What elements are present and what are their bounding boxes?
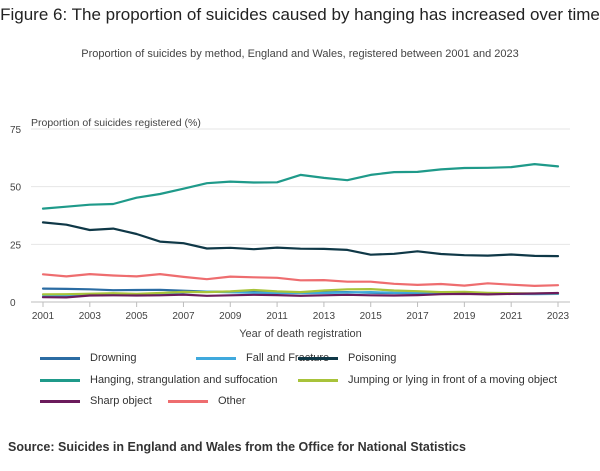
series-line-sharp-object <box>41 291 560 299</box>
y-tick-label: 75 <box>10 125 22 136</box>
legend-swatch <box>40 399 80 403</box>
legend-label: Poisoning <box>348 352 397 364</box>
legend-item: Hanging, strangulation and suffocation <box>40 373 278 387</box>
legend-swatch <box>298 356 338 360</box>
chart-title: Figure 6: The proportion of suicides cau… <box>0 5 600 24</box>
legend-label: Jumping or lying in front of a moving ob… <box>348 374 558 386</box>
legend-label: Hanging, strangulation and suffocation <box>90 374 278 386</box>
x-tick-label: 2023 <box>547 311 570 322</box>
y-axis-label: Proportion of suicides registered (%) <box>31 117 201 129</box>
legend-item: Fall and Fracture <box>196 351 329 365</box>
x-tick-label: 2009 <box>219 311 242 322</box>
legend-swatch <box>196 356 236 360</box>
series-line-jumping-or-lying-in-front-of-a-moving-object <box>41 288 560 296</box>
legend-label: Sharp object <box>90 395 152 407</box>
y-tick-label: 25 <box>10 240 22 251</box>
x-tick-label: 2001 <box>32 311 55 322</box>
x-tick-label: 2019 <box>453 311 476 322</box>
legend-label: Drowning <box>90 352 137 364</box>
legend-item: Sharp object <box>40 394 152 408</box>
x-tick-label: 2021 <box>500 311 523 322</box>
x-tick-label: 2007 <box>172 311 195 322</box>
x-tick-label: 2013 <box>313 311 336 322</box>
x-tick-label: 2011 <box>266 311 288 322</box>
legend-swatch <box>298 378 338 382</box>
legend-label: Other <box>218 395 246 407</box>
y-tick-label: 50 <box>10 183 22 194</box>
series-line-other <box>41 273 560 287</box>
x-tick-label: 2005 <box>126 311 149 322</box>
x-axis-label: Year of death registration <box>239 328 362 340</box>
legend-item: Jumping or lying in front of a moving ob… <box>298 373 557 387</box>
x-tick-label: 2003 <box>79 311 102 322</box>
legend-item: Other <box>168 394 246 408</box>
legend-label: Fall and Fracture <box>246 352 330 364</box>
legend-swatch <box>40 356 80 360</box>
line-chart: 0 25 50 75 Proportion of suicides registered… <box>10 117 570 340</box>
legend-item: Drowning <box>40 351 136 365</box>
legend-swatch <box>40 378 80 382</box>
x-tick-label: 2015 <box>360 311 383 322</box>
legend-item: Poisoning <box>298 351 396 365</box>
series-line-hanging-strangulation-and-suffocation <box>41 163 560 210</box>
y-tick-label: 0 <box>10 298 16 309</box>
series-line-poisoning <box>41 221 560 258</box>
legend-swatch <box>168 399 208 403</box>
source-note: Source: Suicides in England and Wales fr… <box>8 440 466 454</box>
x-tick-label: 2017 <box>406 311 429 322</box>
chart-subtitle: Proportion of suicides by method, Englan… <box>81 48 519 60</box>
